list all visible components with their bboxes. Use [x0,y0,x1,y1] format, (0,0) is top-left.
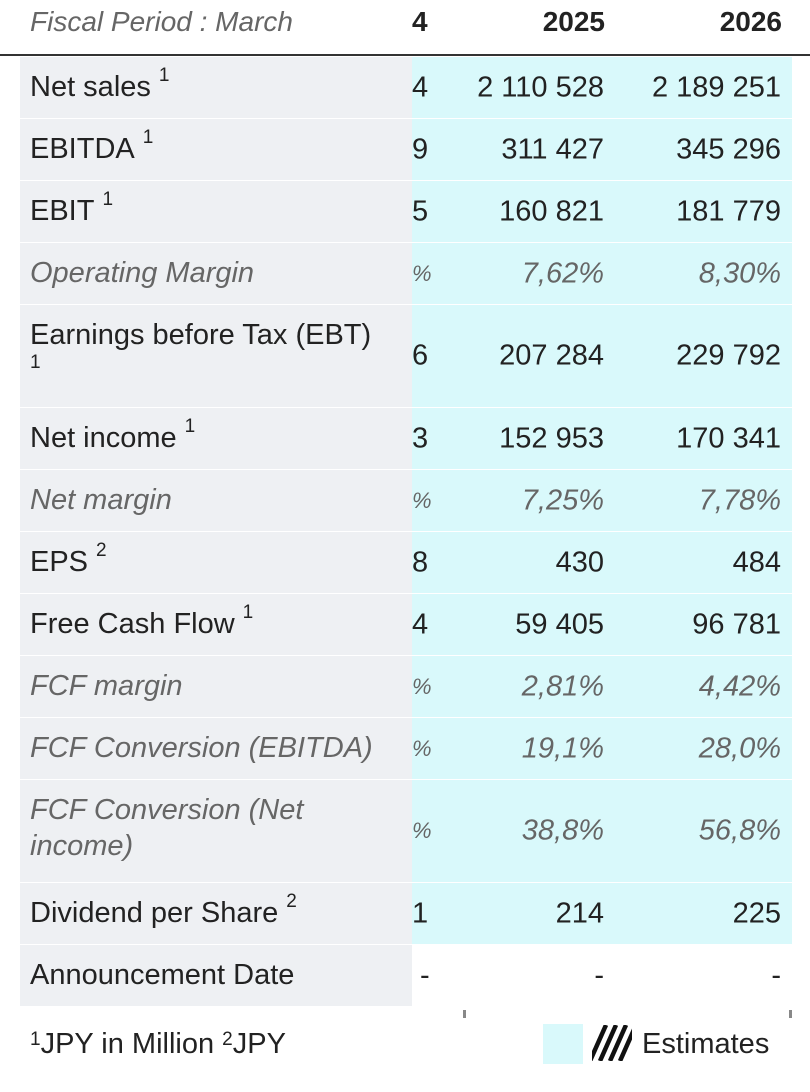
cell-partial: 6 [412,339,429,372]
row-label: Net income [30,422,177,454]
cell-partial: 3 [412,422,429,454]
row-label: Dividend per Share [30,897,279,929]
cell-2026: 229 792 [676,339,781,372]
header-col-2026: 2026 [719,6,782,37]
cell-2026: 181 779 [676,195,781,227]
cell-2026: 2 189 251 [651,71,781,103]
row-footnote-marker: 1 [158,64,170,86]
cell-partial: % [412,735,432,761]
table-row: Dividend per Share 2 1 214 225 [20,883,792,945]
cell-2026: 96 781 [692,608,781,640]
row-footnote-marker: 2 [96,539,107,561]
header-col-partial: 4 [412,6,428,37]
header-col-2025: 2025 [542,6,605,37]
cell-2026: 170 341 [676,422,781,454]
cell-2026: 225 [732,897,781,929]
footnote: 1JPY in Million 2JPY [30,1024,286,1064]
footer: 1JPY in Million 2JPY [0,1024,810,1064]
cell-2025: 59 405 [515,608,604,640]
cell-2026: 8,30% [698,257,781,289]
table-row: EPS 2 8 430 484 [20,532,792,594]
estimate-legend-swatch [543,1024,583,1064]
cell-2025: 2,81% [521,670,604,702]
row-label: EBITDA [30,133,135,165]
table-row: Earnings before Tax (EBT) 1 6 207 284 229… [20,305,792,408]
row-footnote-marker: 1 [184,415,196,437]
legend-label: Estimates [642,1028,770,1060]
cell-2026: 484 [732,546,781,578]
cell-2025: 214 [555,897,604,929]
footnote-marker-2: 2 [222,1029,233,1050]
cell-2025: - [594,959,604,991]
table-header: Fiscal Period : March 4 2025 2026 [0,0,810,56]
row-footnote-marker: 1 [102,188,114,210]
row-label: FCF Conversion (EBITDA) [30,732,373,764]
cell-partial: % [412,673,432,699]
cell-partial: - [420,959,430,991]
row-footnote-marker: 2 [286,890,297,912]
cell-partial: 5 [412,195,429,227]
cell-partial: 4 [412,71,429,103]
cell-2025: 152 953 [499,422,604,454]
cell-2026: 56,8% [698,814,781,847]
row-label: EBIT [30,195,95,227]
cell-2025: 311 427 [501,133,604,165]
financial-table: Net sales 1 4 2 110 528 2 189 251 EBITDA 1… [20,57,792,1007]
cell-2026: 4,42% [698,670,781,702]
footnote-marker-1: 1 [30,1029,41,1050]
table-row: Free Cash Flow 1 4 59 405 96 781 [20,594,792,656]
cell-2026: 28,0% [698,732,781,764]
cell-partial: 8 [412,546,429,578]
table-row: Announcement Date - - - [20,945,792,1007]
axis-tick [463,1010,466,1018]
axis-tick [789,1010,792,1018]
cell-2025: 7,25% [521,484,604,516]
row-label: EPS [30,546,89,578]
row-label: FCF margin [30,670,183,702]
cell-partial: 1 [412,897,429,929]
cell-partial: 9 [412,133,429,165]
table-row: FCF Conversion (EBITDA) % 19,1% 28,0% [20,718,792,780]
row-label: Announcement Date [30,959,295,991]
row-label: Earnings before Tax (EBT) [30,319,372,351]
cell-2025: 7,62% [521,257,604,289]
cell-partial: % [412,260,432,286]
cell-2026: - [771,959,781,991]
row-footnote-marker: 1 [142,126,154,148]
hatch-legend-icon [592,1025,632,1061]
cell-partial: % [412,818,432,843]
row-label: Free Cash Flow [30,608,235,640]
table-row: FCF margin % 2,81% 4,42% [20,656,792,718]
row-label: Net sales [30,71,151,103]
table-row: Operating Margin % 7,62% 8,30% [20,243,792,305]
cell-2025: 19,1% [521,732,604,764]
row-label: Operating Margin [30,257,255,289]
row-label: Net margin [30,484,172,516]
table-row: Net sales 1 4 2 110 528 2 189 251 [20,57,792,119]
cell-2026: 7,78% [698,484,781,516]
cell-partial: 4 [412,608,429,640]
row-footnote-marker: 1 [30,352,41,373]
cell-partial: % [412,487,432,513]
table-row: Net income 1 3 152 953 170 341 [20,408,792,470]
cell-2026: 345 296 [676,133,781,165]
row-footnote-marker: 1 [242,601,254,623]
footnote-text-1: JPY in Million [40,1028,223,1060]
cell-2025: 207 284 [499,339,604,372]
table-row: EBITDA 1 9 311 427 345 296 [20,119,792,181]
cell-2025: 430 [555,546,604,578]
table-row: Net margin % 7,25% 7,78% [20,470,792,532]
cell-2025: 2 110 528 [477,71,604,103]
footnote-text-2: JPY [232,1028,286,1060]
cell-2025: 38,8% [521,814,604,847]
table-row: FCF Conversion (Net income) % 38,8% 56,8… [20,780,792,883]
table-row: EBIT 1 5 160 821 181 779 [20,181,792,243]
fiscal-period-label: Fiscal Period : March [30,6,293,37]
cell-2025: 160 821 [499,195,604,227]
row-label: FCF Conversion (Net income) [30,794,304,862]
